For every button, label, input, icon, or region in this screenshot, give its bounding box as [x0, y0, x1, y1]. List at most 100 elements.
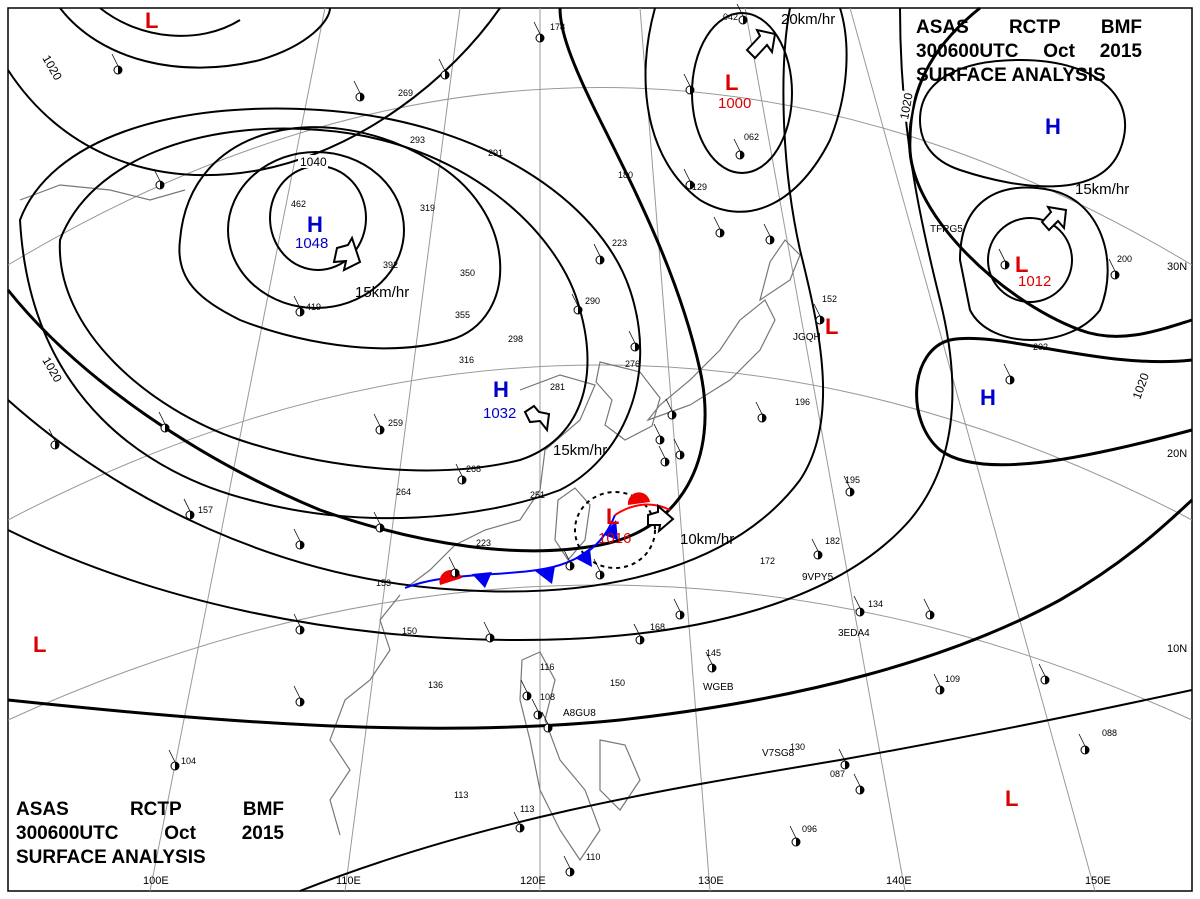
- latitude-labels: 30N 20N 10N: [1167, 261, 1187, 655]
- wind-barb: [373, 413, 381, 427]
- wind-barb: [455, 463, 463, 477]
- isobar-label-background: [298, 155, 328, 168]
- cloud-cover-fill: [1010, 376, 1014, 384]
- chart-header-bottom-left: ASAS RCTP BMF 300600UTC Oct 2015 SURFACE…: [16, 798, 284, 870]
- wind-barb: [571, 293, 579, 307]
- cloud-cover-fill: [175, 762, 179, 770]
- center-pressure: 1048: [295, 235, 328, 252]
- isobar-label-background: [39, 50, 66, 84]
- cloud-cover-fill: [538, 711, 542, 719]
- longitude-labels: 100E 110E 120E 130E 140E 150E: [143, 875, 1111, 887]
- high-center-symbol: H: [1045, 114, 1061, 139]
- isobar-label: 1020: [897, 91, 915, 120]
- header-datetime: 300600UTC: [916, 41, 1019, 62]
- cloud-cover-fill: [380, 524, 384, 532]
- cloud-cover-fill: [818, 551, 822, 559]
- wind-barb: [683, 73, 691, 87]
- low-center-symbol: L: [1005, 786, 1018, 811]
- wind-barb: [853, 595, 861, 609]
- cloud-cover-fill: [690, 86, 694, 94]
- wind-barb: [736, 3, 744, 17]
- wind-barb: [541, 711, 549, 725]
- wind-barb: [1078, 733, 1086, 747]
- ship-callsign: TFRG5: [930, 224, 963, 235]
- station-pressure-value: 195: [845, 475, 860, 485]
- cold-front-symbol: [604, 520, 618, 540]
- cloud-cover-fill: [860, 786, 864, 794]
- center-motion-speed: 20km/hr: [781, 11, 835, 28]
- cloud-cover-fill: [55, 441, 59, 449]
- cloud-cover-fill: [1085, 746, 1089, 754]
- cloud-cover-fill: [720, 229, 724, 237]
- wind-barb: [933, 673, 941, 687]
- cloud-cover-fill: [455, 569, 459, 577]
- center-pressure: 1032: [483, 405, 516, 422]
- header-title: SURFACE ANALYSIS: [916, 65, 1106, 86]
- motion-arrow: [1040, 205, 1068, 232]
- cloud-cover-fill: [680, 611, 684, 619]
- cloud-cover-fill: [850, 488, 854, 496]
- isobars: [6, 6, 1194, 892]
- cloud-cover-fill: [520, 824, 524, 832]
- cloud-cover-fill: [1115, 271, 1119, 279]
- high-center-symbol: H: [307, 212, 323, 237]
- station-pressure-value: 116: [540, 662, 554, 672]
- cloud-cover-fill: [300, 698, 304, 706]
- cloud-cover-fill: [165, 424, 169, 432]
- station-pressure-value: 182: [825, 536, 840, 546]
- cloud-cover-fill: [118, 66, 122, 74]
- station-pressure-value: 168: [650, 622, 665, 632]
- ship-callsign: JGQH: [793, 332, 821, 343]
- coastline: [19, 184, 801, 862]
- station-pressure-value: 109: [945, 674, 960, 684]
- ship-callsign: A8GU8: [563, 708, 596, 719]
- cloud-cover-fill: [740, 151, 744, 159]
- wind-barb: [705, 651, 713, 665]
- header-station: RCTP: [129, 799, 182, 820]
- longitude-label: 100E: [143, 875, 169, 887]
- header-month: Oct: [164, 823, 196, 844]
- cloud-cover-fill: [548, 724, 552, 732]
- wind-barb: [593, 243, 601, 257]
- station-pressure-value: 259: [388, 418, 403, 428]
- high-center-symbol: H: [493, 377, 509, 402]
- wind-barb: [763, 223, 771, 237]
- wind-barb: [448, 556, 456, 570]
- longitude-label: 120E: [520, 875, 546, 887]
- ship-callsign: 9VPY5: [802, 572, 834, 583]
- longitude-label: 130E: [698, 875, 724, 887]
- station-pressure-value: 196: [795, 397, 810, 407]
- wind-barb: [168, 749, 176, 763]
- wind-barb: [153, 168, 161, 182]
- low-center-symbol: L: [825, 314, 838, 339]
- warm-front-symbol: [627, 492, 650, 505]
- motion-arrow: [745, 28, 777, 60]
- station-pressure-value: 264: [396, 487, 411, 497]
- center-motion-speed: 15km/hr: [1075, 181, 1129, 198]
- wind-barb: [353, 80, 361, 94]
- wind-barb: [998, 248, 1006, 262]
- chart-header-top-right: ASAS RCTP BMF 300600UTC Oct 2015 SURFACE…: [916, 16, 1142, 88]
- cloud-cover-fill: [527, 692, 531, 700]
- low-center-symbol: L: [1015, 252, 1028, 277]
- wind-barb: [531, 698, 539, 712]
- wind-barb: [838, 748, 846, 762]
- latitude-label: 10N: [1167, 643, 1187, 655]
- cloud-cover-fill: [640, 636, 644, 644]
- cloud-cover-fill: [940, 686, 944, 694]
- cloud-cover-fill: [845, 761, 849, 769]
- wind-barb: [438, 58, 446, 72]
- station-pressure-value: 178: [550, 22, 565, 32]
- low-center-symbol: L: [725, 70, 738, 95]
- cold-front-symbol: [575, 548, 592, 567]
- station-pressure-value: 350: [460, 268, 475, 278]
- wind-barb: [923, 598, 931, 612]
- wind-barb: [513, 811, 521, 825]
- ship-callsigns: TFRG5 JGQH 9VPY5 3EDA4 WGEB A8GU8 V7SG8: [563, 224, 963, 759]
- station-pressure-value: 200: [1117, 254, 1132, 264]
- header-datetime: 300600UTC: [16, 823, 119, 844]
- wind-barb: [755, 401, 763, 415]
- cloud-cover-fill: [360, 93, 364, 101]
- longitude-label: 110E: [336, 875, 361, 887]
- wind-barb: [673, 438, 681, 452]
